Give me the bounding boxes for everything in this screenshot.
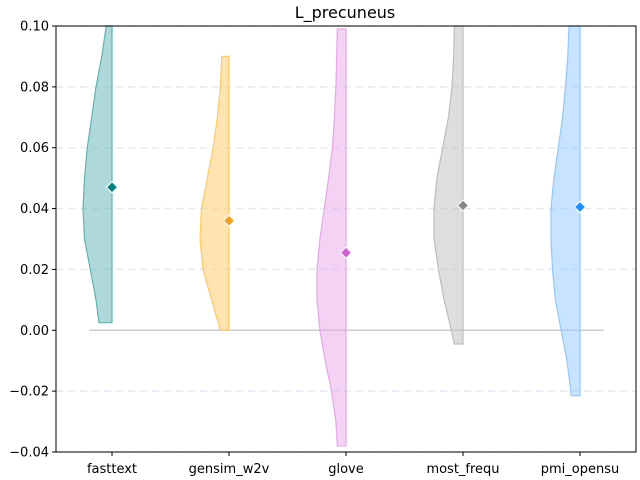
violin-glove [316, 28, 347, 447]
y-tick-label-6: 0.08 [20, 80, 49, 95]
x-axis: fasttext gensim_w2v glove most_frequ pmi_ope… [87, 452, 619, 477]
y-tick-label-5: 0.06 [20, 141, 49, 156]
mean-marker-pmi_opensu [573, 200, 587, 214]
chart-title: L_precuneus [295, 3, 396, 23]
y-tick-label-0: −0.04 [9, 446, 49, 461]
y-tick-label-7: 0.10 [20, 20, 49, 35]
x-tick-label-pmi_opensu: pmi_opensu [541, 462, 619, 477]
violin-gensim_w2v [199, 55, 230, 331]
x-tick-label-most_frequ: most_frequ [426, 462, 499, 477]
mean-marker-gensim_w2v [222, 214, 236, 227]
mean-marker-fasttext [105, 181, 119, 194]
y-tick-label-4: 0.04 [20, 202, 49, 217]
y-tick-label-2: 0.00 [20, 324, 49, 339]
mean-markers [105, 181, 587, 259]
violin-fasttext [82, 25, 113, 324]
violins [82, 25, 581, 447]
y-tick-label-1: −0.02 [9, 385, 49, 400]
x-tick-label-gensim_w2v: gensim_w2v [189, 462, 270, 477]
x-tick-label-fasttext: fasttext [87, 462, 137, 477]
mean-marker-glove [339, 246, 353, 259]
y-axis: −0.04 −0.02 0.00 0.02 0.04 0.06 0.08 0.10 [9, 20, 56, 461]
x-tick-label-glove: glove [328, 462, 364, 477]
violin-most_frequ [433, 25, 464, 345]
y-tick-label-3: 0.02 [20, 263, 49, 278]
mean-marker-most_frequ [456, 199, 470, 212]
violin-pmi_opensu [550, 25, 581, 397]
